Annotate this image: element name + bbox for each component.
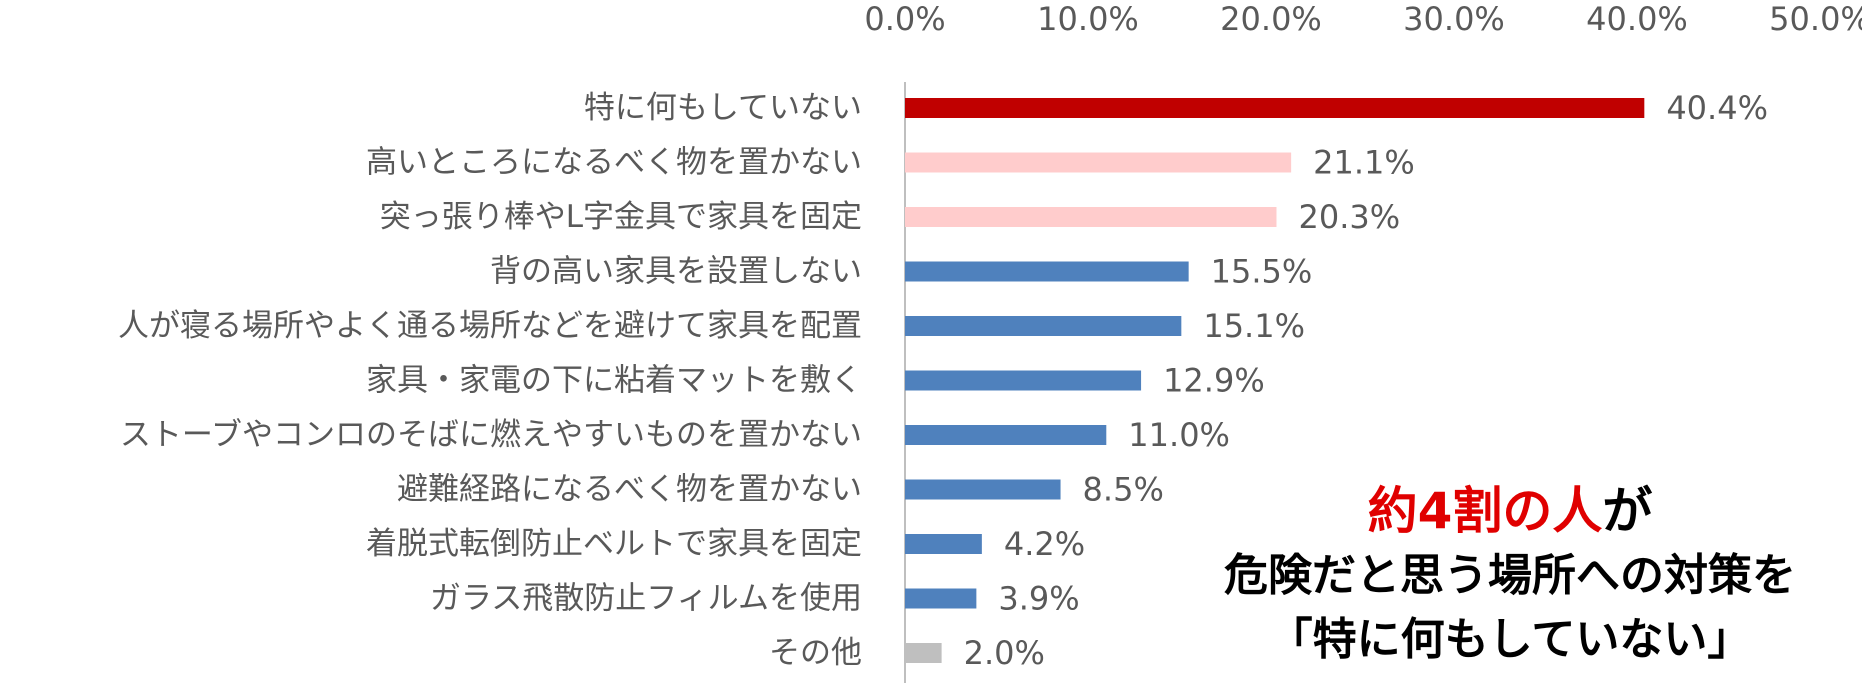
callout-line-2: 危険だと思う場所への対策を bbox=[1224, 550, 1796, 601]
category-label: 着脱式転倒防止ベルトで家具を固定 bbox=[366, 526, 862, 562]
bar bbox=[905, 588, 977, 609]
category-label: ガラス飛散防止フィルムを使用 bbox=[430, 581, 862, 617]
category-label: 背の高い家具を設置しない bbox=[490, 254, 862, 290]
bar bbox=[905, 98, 1645, 118]
bar bbox=[905, 479, 1061, 500]
bar bbox=[905, 207, 1277, 227]
category-label: 避難経路になるべく物を置かない bbox=[397, 472, 862, 508]
category-label: 特に何もしていない bbox=[584, 90, 862, 126]
data-label: 4.2% bbox=[1004, 525, 1085, 563]
data-label: 15.1% bbox=[1203, 307, 1305, 345]
bar bbox=[905, 316, 1182, 336]
callout-line-3: 「特に何もしていない」 bbox=[1268, 614, 1752, 665]
category-label: 突っ張り棒やL字金具で家具を固定 bbox=[380, 199, 862, 235]
bar bbox=[905, 534, 982, 554]
data-label: 15.5% bbox=[1211, 253, 1313, 291]
x-tick-label: 0.0% bbox=[864, 0, 945, 38]
category-label: その他 bbox=[769, 635, 862, 671]
category-label: 高いところになるべく物を置かない bbox=[366, 145, 862, 181]
x-tick-label: 40.0% bbox=[1586, 0, 1688, 38]
data-label: 3.9% bbox=[998, 580, 1079, 618]
data-label: 8.5% bbox=[1083, 471, 1164, 509]
callout-line-1-rest: が bbox=[1602, 482, 1653, 540]
x-tick-label: 10.0% bbox=[1037, 0, 1139, 38]
category-label: 人が寝る場所やよく通る場所などを避けて家具を配置 bbox=[118, 308, 862, 344]
bar bbox=[905, 261, 1189, 282]
data-label: 2.0% bbox=[964, 634, 1045, 672]
bar bbox=[905, 370, 1142, 391]
bar bbox=[905, 152, 1292, 173]
data-label: 20.3% bbox=[1298, 198, 1400, 236]
bar bbox=[905, 425, 1107, 445]
x-tick-label: 30.0% bbox=[1403, 0, 1505, 38]
callout-highlight: 約4割の人 bbox=[1367, 482, 1603, 540]
x-tick-label: 20.0% bbox=[1220, 0, 1322, 38]
callout-annotation: 約4割の人が 危険だと思う場所への対策を 「特に何もしていない」 bbox=[1180, 478, 1840, 672]
data-label: 11.0% bbox=[1128, 416, 1230, 454]
callout-line-1: 約4割の人が bbox=[1180, 478, 1840, 544]
data-label: 12.9% bbox=[1163, 362, 1265, 400]
data-label: 40.4% bbox=[1666, 89, 1768, 127]
category-label: 家具・家電の下に粘着マットを敷く bbox=[366, 363, 862, 399]
x-tick-label: 50.0% bbox=[1769, 0, 1862, 38]
bar bbox=[905, 643, 942, 663]
category-label: ストーブやコンロのそばに燃えやすいものを置かない bbox=[120, 417, 862, 453]
data-label: 21.1% bbox=[1313, 144, 1415, 182]
